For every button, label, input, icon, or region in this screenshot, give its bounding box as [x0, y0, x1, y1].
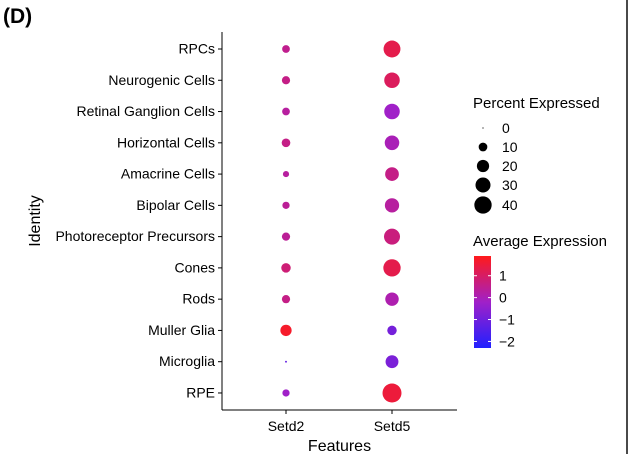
size-legend-dot [476, 159, 490, 173]
y-tick-label: RPCs [178, 41, 215, 57]
dot [383, 259, 401, 277]
dot [280, 324, 292, 337]
y-tick-label: Horizontal Cells [117, 134, 215, 150]
x-tick-label: Setd5 [374, 418, 411, 434]
size-legend-dot [474, 196, 492, 214]
dot [385, 167, 399, 181]
dots [280, 40, 402, 403]
dot [281, 232, 291, 241]
dot [282, 201, 290, 209]
x-ticks: Setd2 Setd5 [268, 410, 411, 434]
color-legend: Average Expression 1 0 −1 −2 [473, 233, 607, 349]
dot [282, 107, 290, 116]
dot [383, 40, 401, 58]
y-tick-label: Bipolar Cells [136, 197, 215, 213]
y-tick-label: Neurogenic Cells [108, 72, 215, 88]
dot [281, 76, 291, 85]
size-legend-label: 30 [502, 177, 518, 193]
dot [285, 360, 287, 363]
y-tick-label: Photoreceptor Precursors [55, 228, 215, 244]
dot [384, 103, 400, 120]
size-legend-label: 40 [502, 197, 518, 213]
y-tick-label: RPE [186, 384, 215, 400]
x-tick-label: Setd2 [268, 418, 305, 434]
x-axis-label: Features [308, 438, 371, 454]
y-tick-label: Cones [175, 259, 215, 275]
color-tick-label: 0 [499, 290, 507, 306]
y-tick-label: Amacrine Cells [121, 166, 215, 182]
color-bar [474, 256, 491, 348]
color-tick-label: −2 [499, 333, 515, 349]
dot [384, 135, 400, 151]
dot [282, 45, 290, 53]
dot [385, 355, 399, 369]
dot [385, 292, 399, 306]
dot [384, 72, 400, 89]
size-legend-title: Percent Expressed [473, 95, 600, 112]
dot [387, 325, 397, 336]
color-tick-label: −1 [499, 312, 515, 328]
axes [221, 32, 457, 411]
size-legend: Percent Expressed 0 10 20 30 40 [473, 95, 600, 214]
y-tick-label: Retinal Ganglion Cells [76, 103, 215, 119]
dot [282, 171, 290, 178]
size-legend-label: 10 [502, 139, 518, 155]
size-legend-label: 0 [502, 120, 510, 136]
dot [281, 295, 291, 304]
color-tick-label: 1 [499, 268, 507, 284]
size-legend-label: 20 [502, 158, 518, 174]
size-legend-dot [475, 177, 491, 193]
y-ticks: RPCs Neurogenic Cells Retinal Ganglion Cel… [55, 41, 222, 400]
y-tick-label: Microglia [159, 353, 215, 369]
panel-label: (D) [3, 5, 33, 28]
size-legend-dot [482, 127, 484, 129]
y-tick-label: Rods [182, 291, 215, 307]
dot [384, 228, 400, 245]
size-legend-dot [478, 142, 488, 152]
dot [281, 263, 291, 273]
dot [384, 198, 400, 213]
panel-border [626, 0, 628, 454]
color-legend-title: Average Expression [473, 233, 607, 250]
dot [382, 383, 402, 403]
dot [282, 389, 290, 397]
y-tick-label: Muller Glia [148, 322, 215, 338]
y-axis-label: Identity [27, 195, 44, 247]
dot [281, 138, 291, 148]
